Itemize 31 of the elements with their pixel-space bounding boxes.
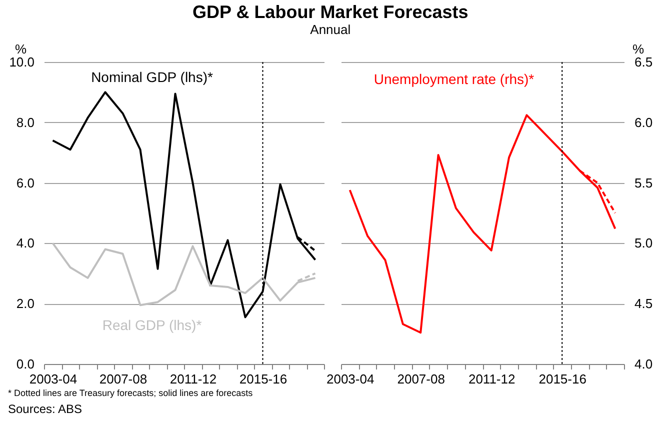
y-tick-label: 4.0	[634, 356, 653, 372]
y-tick-label: 4.0	[16, 236, 34, 251]
x-tick-label: 2011-12	[170, 372, 217, 386]
line-series	[348, 114, 616, 334]
x-tick-label: 2011-12	[468, 372, 516, 386]
y-tick-label: 6.5	[634, 54, 653, 70]
y-tick-label: 6.0	[16, 175, 34, 190]
y-tick-label: 5.0	[634, 236, 653, 251]
chart-subtitle: Annual	[310, 22, 351, 37]
series-label: Real GDP (lhs)*	[102, 317, 202, 333]
y-axis-title: %	[14, 42, 27, 56]
x-tick-label: 2007-08	[99, 372, 148, 386]
x-tick-label: 2003-04	[29, 372, 78, 386]
y-tick-label: 2.0	[16, 296, 34, 312]
y-tick-label: 8.0	[16, 114, 34, 130]
y-tick-label: 6.0	[634, 114, 653, 130]
x-tick-label: 2003-04	[326, 372, 374, 386]
y-tick-label: 5.5	[634, 175, 653, 190]
y-tick-label: 10.0	[9, 54, 34, 70]
chart-title: GDP & Labour Market Forecasts	[192, 2, 468, 22]
source-note: Sources: ABS	[8, 402, 84, 416]
y-tick-label: 0.0	[16, 356, 34, 372]
line-series	[52, 242, 316, 306]
x-tick-label: 2015-16	[239, 372, 288, 386]
y-axis-title: %	[632, 42, 644, 56]
y-tick-label: 4.5	[634, 296, 653, 312]
text: * Dotted lines are Treasury forecasts; solid lines are forecasts	[8, 388, 254, 398]
x-tick-label: 2007-08	[397, 372, 445, 386]
text: Unemployment rate (rhs)*	[374, 71, 535, 87]
x-tick-label: 2015-16	[538, 372, 586, 386]
series-label: Nominal GDP (lhs)*	[91, 69, 214, 85]
